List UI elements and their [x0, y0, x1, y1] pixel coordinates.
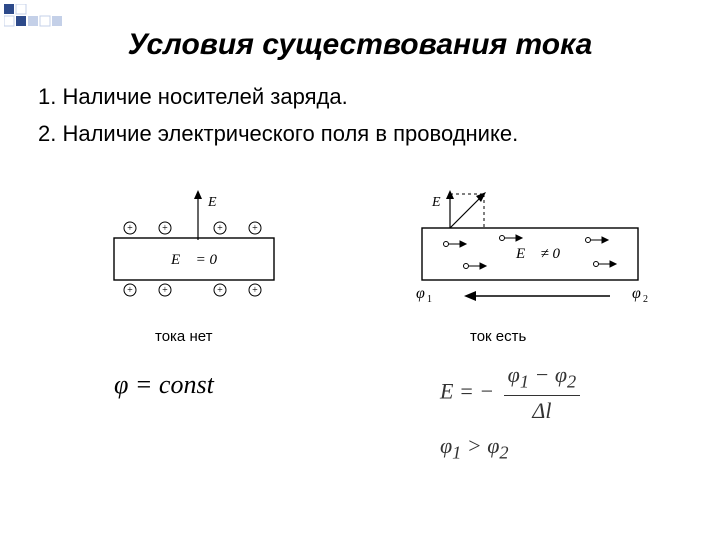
svg-text:+: + [217, 285, 223, 296]
svg-text:E⃗: E⃗ [207, 195, 227, 210]
sym-E: E [440, 378, 453, 403]
svg-text:+: + [162, 285, 168, 296]
formula-phi-const: φ = const [104, 366, 224, 404]
diagram-no-current: E⃗ + + + + E⃗ = 0 + + + + [90, 190, 310, 325]
corner-decoration [4, 4, 124, 28]
svg-text:1: 1 [427, 294, 432, 305]
denominator: Δl [504, 396, 581, 427]
numerator: φ1 − φ2 [504, 360, 581, 396]
svg-text:+: + [252, 223, 258, 234]
eq-line-2: φ1 > φ2 [440, 431, 584, 466]
caption-current: ток есть [470, 328, 526, 345]
bullet-2: 2. Наличие электрического поля в проводн… [38, 115, 518, 152]
svg-text:+: + [252, 285, 258, 296]
svg-text:φ: φ [632, 285, 641, 302]
svg-text:+: + [162, 223, 168, 234]
svg-text:E⃗: E⃗ [431, 195, 451, 210]
svg-text:+: + [127, 285, 133, 296]
eq-line-1: E = − φ1 − φ2 Δl [440, 360, 584, 427]
svg-text:E⃗ = 0: E⃗ = 0 [170, 252, 217, 268]
sym-eq: = − [459, 378, 494, 403]
svg-text:E⃗ ≠ 0: E⃗ ≠ 0 [515, 246, 561, 262]
svg-text:+: + [217, 223, 223, 234]
bullet-list: 1. Наличие носителей заряда. 2. Наличие … [38, 78, 518, 153]
svg-text:φ: φ [416, 285, 425, 302]
caption-no-current: тока нет [155, 328, 212, 345]
formula-text: φ = const [114, 370, 214, 399]
bullet-1: 1. Наличие носителей заряда. [38, 78, 518, 115]
page-title: Условия существования тока [0, 28, 720, 62]
svg-text:2: 2 [643, 294, 648, 305]
formula-field-gradient: E = − φ1 − φ2 Δl φ1 > φ2 [440, 360, 584, 466]
svg-text:+: + [127, 223, 133, 234]
diagram-current-flows: E⃗ E⃗ ≠ 0 φ 1 φ 2 [410, 188, 660, 328]
fraction: φ1 − φ2 Δl [504, 360, 581, 427]
